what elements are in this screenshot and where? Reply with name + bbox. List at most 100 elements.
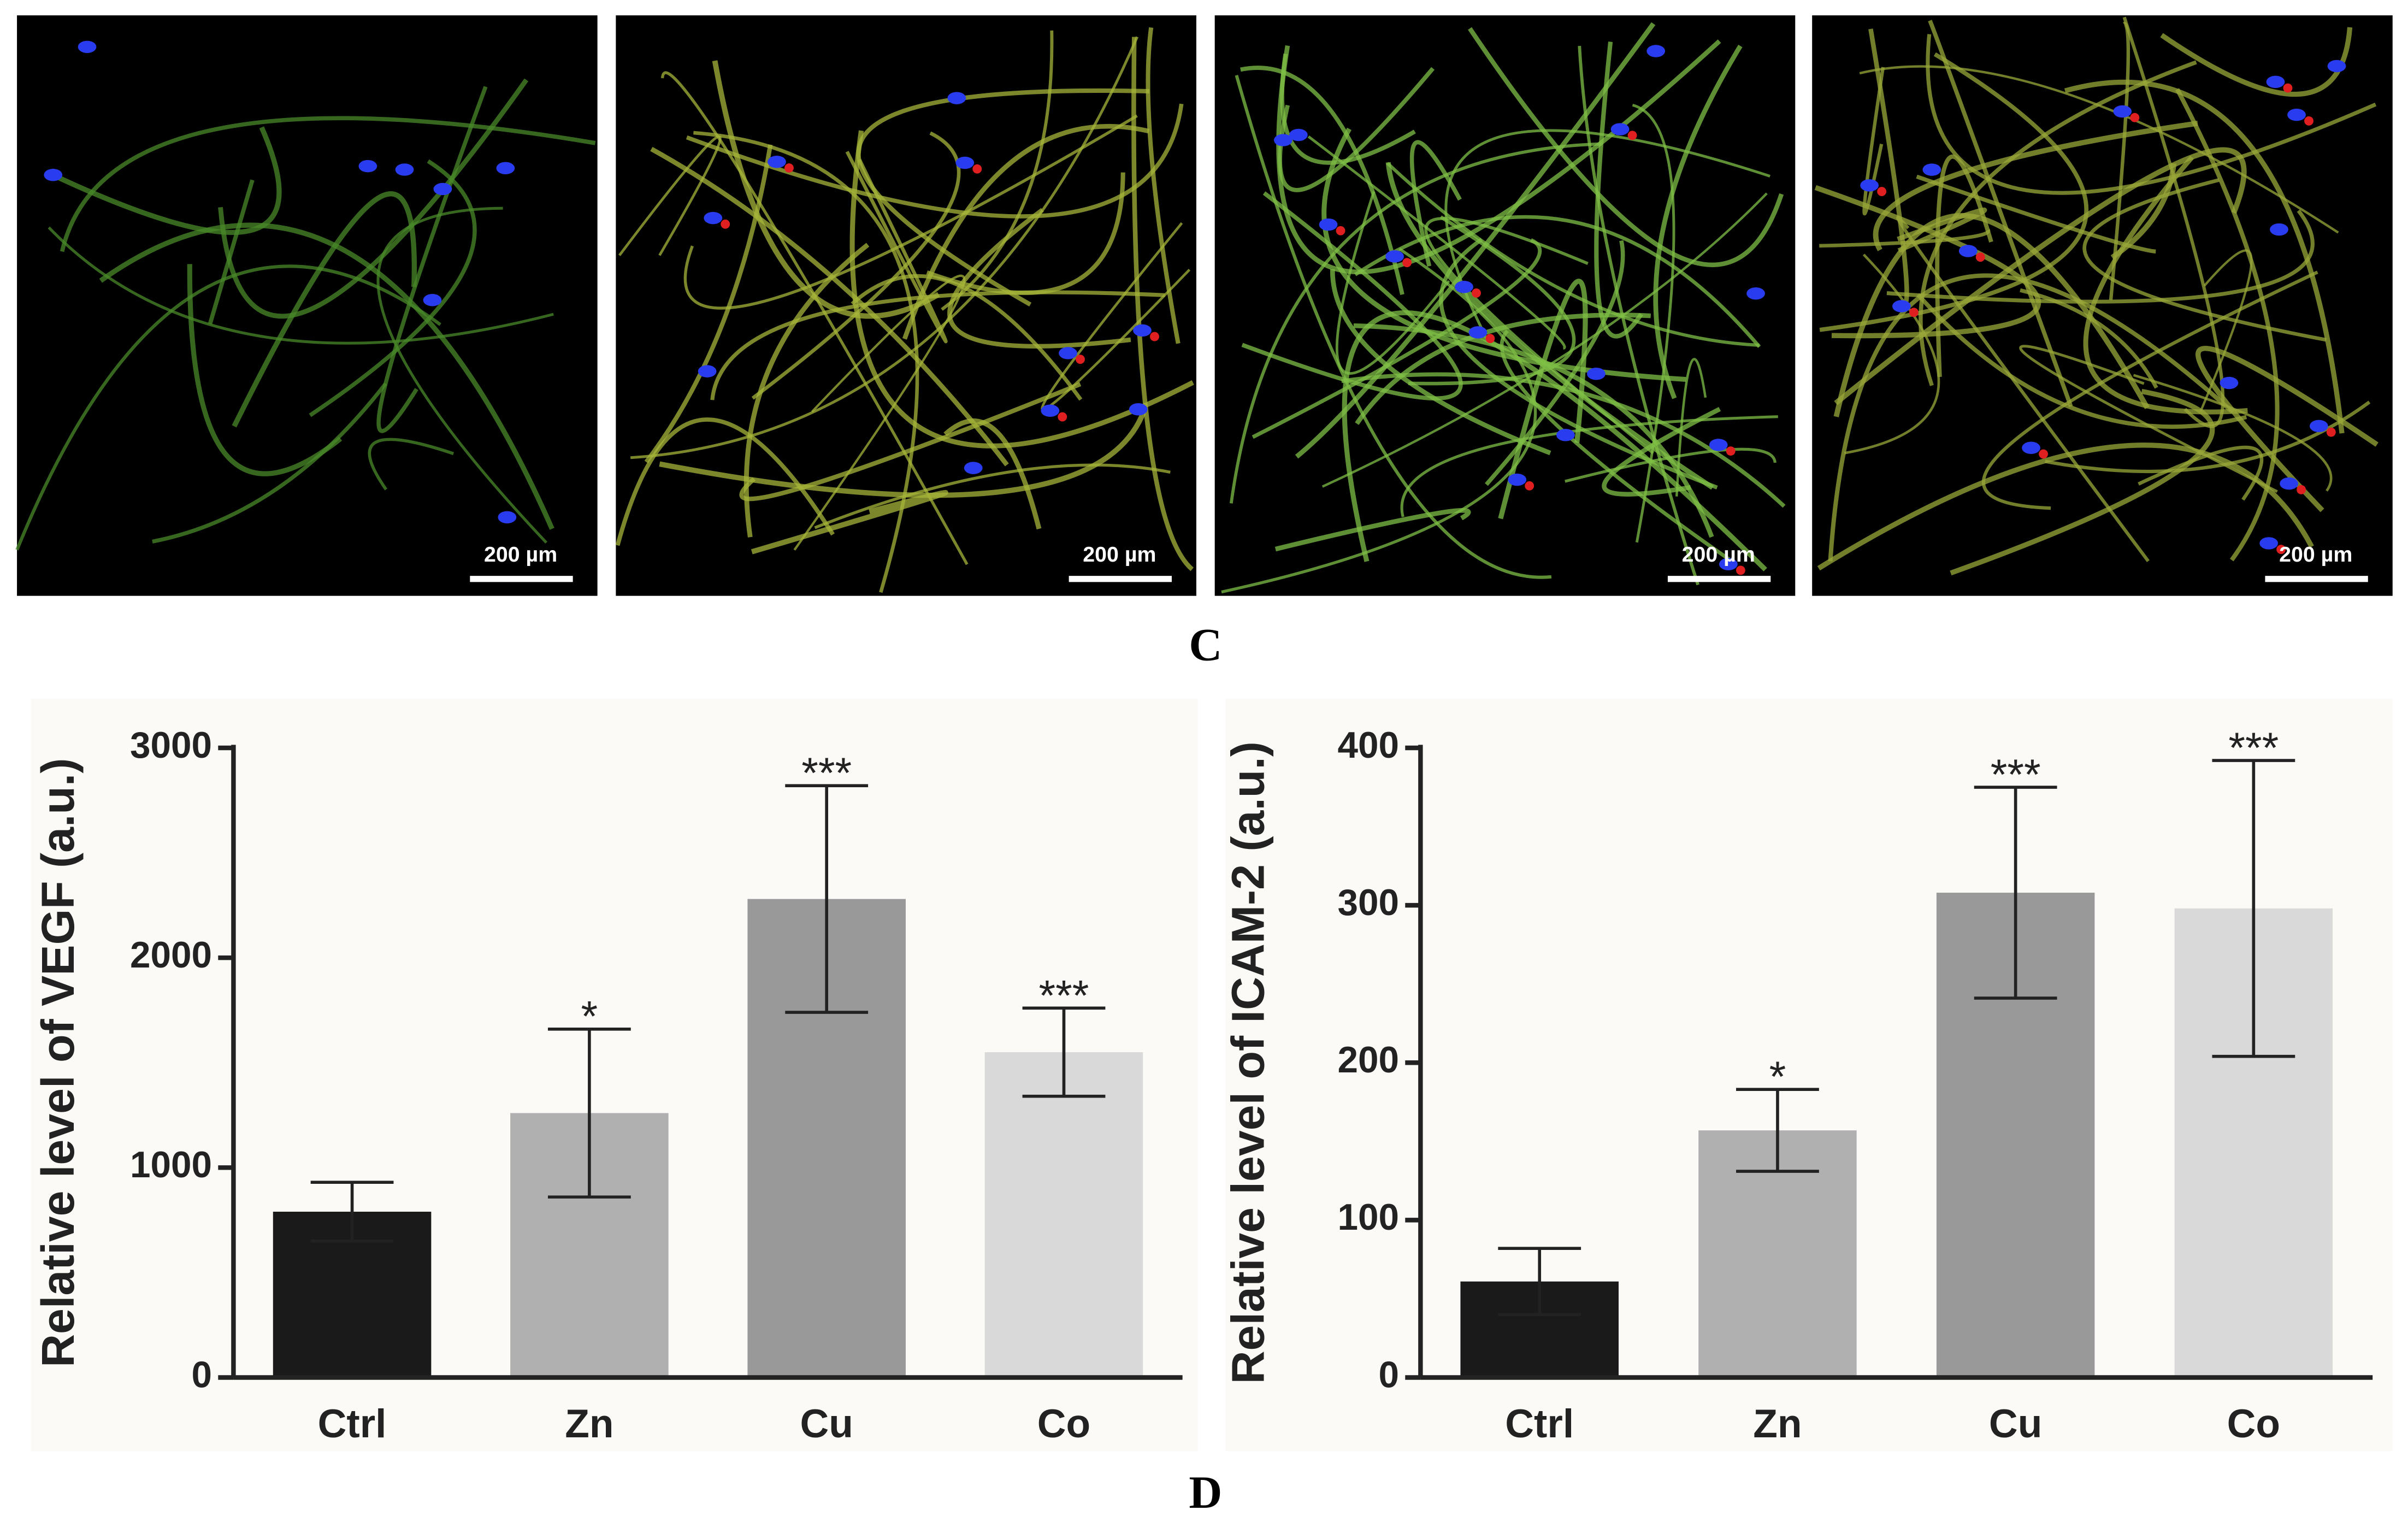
nucleus	[1709, 439, 1728, 451]
significance: *	[581, 993, 598, 1041]
fiber	[650, 146, 1009, 467]
significance: *	[1769, 1053, 1786, 1101]
fiber	[376, 207, 547, 544]
stain	[784, 163, 794, 173]
stain	[1975, 252, 1985, 262]
nucleus	[78, 40, 97, 54]
fiber	[99, 222, 554, 530]
fiber	[615, 417, 835, 546]
stain	[1627, 131, 1637, 140]
nucleus	[1289, 128, 1308, 141]
fiber	[1252, 238, 1542, 439]
nucleus	[947, 92, 966, 104]
fiber	[644, 144, 773, 464]
nucleus	[768, 156, 786, 168]
fiber	[1321, 192, 1768, 488]
x-tick-label: Zn	[565, 1402, 613, 1446]
nucleus	[1746, 287, 1765, 300]
fiber	[618, 135, 722, 256]
fiber	[1594, 42, 1643, 339]
fiber	[1146, 27, 1181, 344]
nucleus	[1922, 163, 1941, 176]
y-tick-label: 400	[1337, 725, 1399, 766]
nucleus	[1468, 326, 1488, 339]
fiber	[1354, 215, 1761, 348]
nucleus	[358, 160, 377, 173]
nucleus	[1041, 404, 1060, 417]
fiber	[845, 151, 948, 344]
fiber	[2195, 345, 2379, 512]
fiber	[48, 226, 554, 345]
error-bar	[310, 1181, 394, 1243]
fiber	[1828, 273, 2234, 562]
x-tick-label: Cu	[800, 1402, 853, 1446]
fiber	[1229, 142, 1602, 504]
stain	[721, 219, 730, 229]
fiber	[1439, 238, 1718, 489]
fiber	[1916, 293, 2247, 429]
nucleus	[2259, 537, 2279, 550]
nucleus	[1556, 429, 1575, 441]
fiber	[1873, 120, 2198, 251]
stain	[1485, 334, 1495, 344]
fiber	[376, 86, 488, 433]
nucleus	[423, 294, 442, 306]
stain	[1472, 288, 1481, 298]
fiber	[1274, 508, 1471, 552]
nucleus	[2287, 108, 2306, 121]
nucleus	[1133, 324, 1152, 337]
fiber	[50, 126, 282, 235]
y-axis-label: Relative level of VEGF (a.u.)	[32, 758, 84, 1367]
error-bar	[547, 1027, 631, 1199]
y-tick-label: 0	[192, 1354, 213, 1395]
fiber	[2083, 155, 2248, 415]
nucleus	[1319, 218, 1338, 231]
nucleus	[955, 156, 975, 169]
fiber	[1278, 67, 1435, 192]
fiber	[739, 382, 1082, 502]
stain	[1726, 446, 1736, 456]
micrograph: 200 µm	[15, 15, 598, 596]
significance: ***	[1991, 751, 2041, 799]
x-tick-label: Cu	[1989, 1402, 2042, 1446]
fiber	[1675, 358, 1707, 497]
fiber	[814, 463, 1171, 529]
fiber	[1897, 207, 1987, 253]
nucleus	[1274, 134, 1292, 146]
fiber	[686, 103, 1184, 219]
stain	[2276, 545, 2286, 554]
fiber	[947, 208, 1131, 349]
significance: ***	[2228, 724, 2279, 772]
fiber	[2020, 288, 2158, 389]
nucleus	[2220, 376, 2239, 390]
stain	[1150, 332, 1159, 341]
stain	[1402, 258, 1412, 268]
nucleus	[1455, 280, 1473, 293]
fiber	[1926, 34, 2377, 195]
fiber	[1500, 329, 1737, 566]
nucleus	[2327, 60, 2346, 73]
fiber	[1833, 213, 2150, 417]
x-tick-label: Ctrl	[1505, 1402, 1574, 1446]
fiber	[1408, 215, 1576, 386]
fiber	[1240, 66, 1404, 296]
fiber	[793, 274, 966, 551]
error-bar	[1022, 1006, 1106, 1098]
micrograph: 200 µm	[1812, 15, 2393, 596]
fiber	[751, 489, 948, 554]
stain	[1877, 187, 1887, 196]
scale-bar-label: 200 µm	[484, 542, 557, 567]
fiber	[1444, 129, 1770, 341]
fiber	[1241, 191, 1463, 401]
nucleus	[433, 182, 452, 196]
stain	[1525, 481, 1534, 491]
fiber	[1235, 74, 1552, 579]
nucleus	[1587, 368, 1606, 380]
panel-label: C	[1189, 620, 1222, 670]
scale-bar-label: 200 µm	[1083, 542, 1156, 567]
bar	[984, 1052, 1143, 1378]
fiber	[1409, 140, 1462, 267]
stain	[1736, 565, 1745, 575]
nucleus	[1059, 347, 1077, 359]
